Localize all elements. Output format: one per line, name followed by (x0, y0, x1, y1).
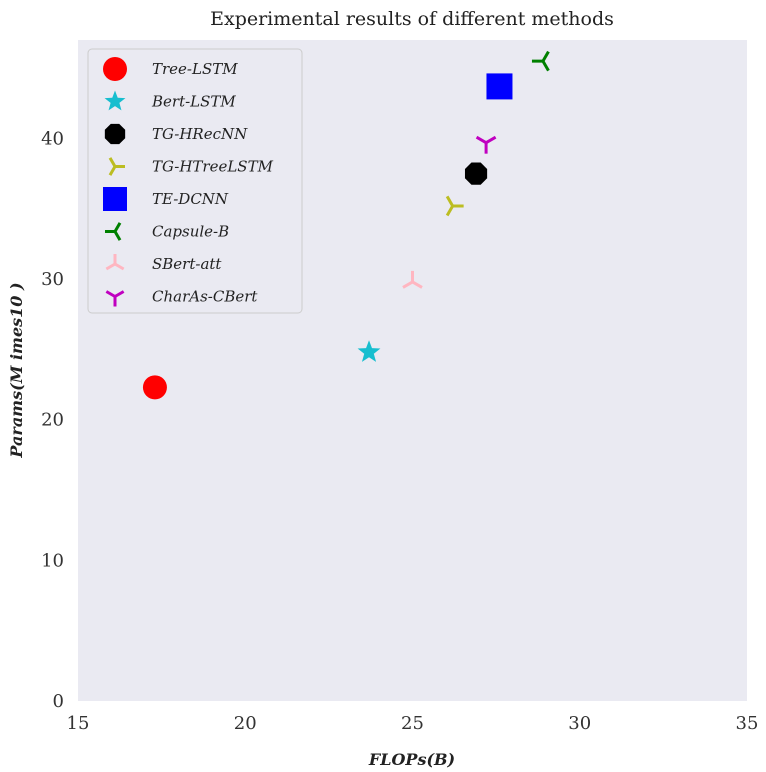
legend-marker-tg-hrecnn (104, 123, 126, 145)
x-axis-label: FLOPs(B) (368, 750, 455, 769)
legend-box (87, 48, 303, 314)
x-tick-label: 20 (234, 713, 257, 734)
legend-label-capsule-b: Capsule-B (152, 223, 229, 241)
x-tick-label: 15 (67, 713, 90, 734)
point-tg-htreelstm (445, 195, 464, 217)
legend-label-bert-lstm: Bert-LSTM (151, 93, 236, 111)
legend-label-te-dcnn: TE-DCNN (152, 190, 229, 208)
data-points (142, 50, 550, 400)
x-tick-label: 35 (736, 713, 759, 734)
x-axis-ticks: 15 20 25 30 35 (67, 713, 759, 734)
legend-label-tg-htreelstm: TG-HTreeLSTM (152, 158, 274, 176)
legend-marker-capsule-b (105, 222, 122, 241)
y-tick-label: 20 (41, 410, 64, 431)
x-tick-label: 30 (568, 713, 591, 734)
legend-label-charas-cbert: CharAs-CBert (152, 288, 258, 306)
y-axis-ticks: 0 10 20 30 40 (41, 128, 64, 712)
chart-title: Experimental results of different method… (210, 8, 614, 30)
y-tick-label: 40 (41, 128, 64, 149)
point-capsule-b (531, 50, 550, 72)
point-tg-hrecnn (464, 162, 488, 185)
y-tick-label: 10 (41, 550, 64, 571)
legend-marker-charas-cbert (105, 290, 125, 307)
point-charas-cbert (475, 135, 497, 154)
legend-label-sbert-att: SBert-att (152, 255, 222, 273)
legend-label-tree-lstm: Tree-LSTM (152, 60, 238, 78)
point-sbert-att (402, 270, 423, 289)
y-tick-label: 30 (41, 269, 64, 290)
point-tree-lstm (142, 375, 167, 400)
legend-label-tg-hrecnn: TG-HRecNN (152, 125, 248, 143)
legend-marker-te-dcnn (103, 187, 127, 211)
y-tick-label: 0 (53, 691, 64, 712)
point-te-dcnn (486, 73, 513, 100)
legend-marker-sbert-att (105, 254, 125, 271)
legend: Tree-LSTM Bert-LSTM TG-HRecNN TG-HTreeLSTM T… (87, 48, 303, 314)
legend-marker-tree-lstm (103, 57, 127, 81)
legend-marker-bert-lstm (104, 90, 126, 111)
point-bert-lstm (357, 340, 381, 362)
y-axis-label: Params(M imes10 ) (7, 282, 26, 458)
x-tick-label: 25 (401, 713, 424, 734)
legend-marker-tg-htreelstm (108, 157, 125, 176)
